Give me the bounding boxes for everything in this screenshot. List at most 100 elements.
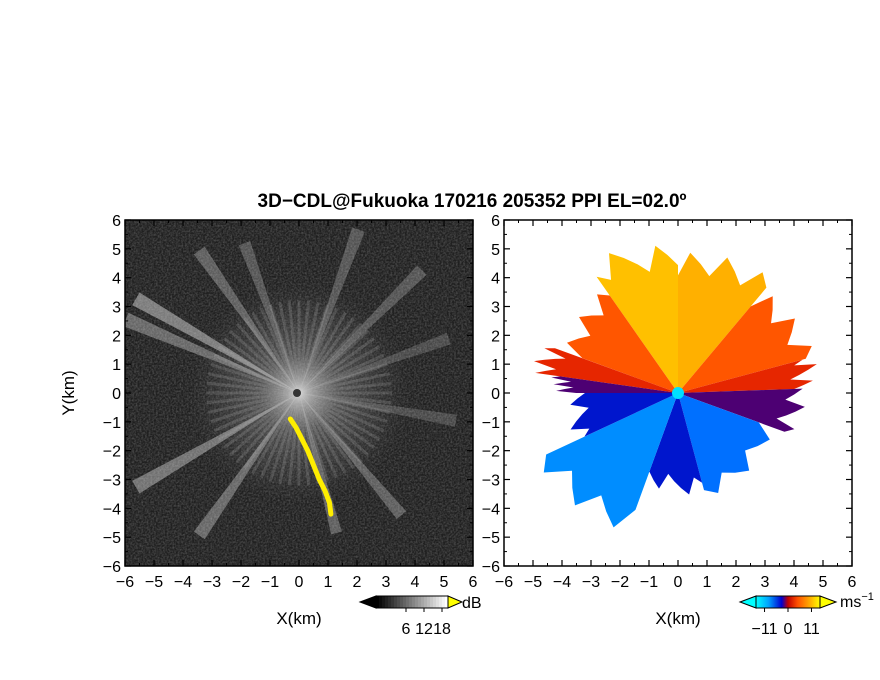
velocity-ytick-label: 2 [491, 328, 500, 345]
velocity-xlabel: X(km) [655, 609, 700, 628]
snr-colorbar-segment [436, 596, 440, 608]
snr-colorbar-segment [391, 596, 395, 608]
velocity-xtick-label: 5 [819, 574, 828, 591]
velocity-xtick-label: −4 [553, 574, 571, 591]
snr-panel: −6−6 −5 −5 −4 −4 −3 −3 −2 −2 −1 −1 0 0 1 1 2 2 3 3 4 4 5 5 6 6 X… [59, 213, 478, 628]
velocity-ytick-label: 5 [491, 242, 500, 259]
snr-ytick-label: −2 [103, 444, 121, 461]
velocity-colorbar-high-arrow [819, 595, 838, 609]
velocity-sector [543, 393, 678, 528]
snr-colorbar-segment [418, 596, 422, 608]
snr-xtick-label: 2 [353, 574, 362, 591]
snr-colorbar-unit: dB [462, 595, 482, 612]
velocity-xtick-label: −2 [611, 574, 629, 591]
velocity-xtick-label: −6 [495, 574, 513, 591]
snr-ytick-label: 6 [112, 213, 121, 230]
snr-ytick-label: 2 [112, 328, 121, 345]
velocity-ytick-label: −6 [482, 559, 500, 576]
snr-xtick-label: −4 [174, 574, 192, 591]
velocity-axis-ticks: −6−6 −5 −5 −4 −4 −3 −3 −2 −2 −1 −1 0 0 1 1 2 2 3 3 4 4 5 5 6 6 [482, 213, 857, 591]
velocity-sector [570, 393, 678, 437]
snr-colorbar-segment [427, 596, 431, 608]
snr-colorbar-segment [409, 596, 413, 608]
velocity-xtick-label: 3 [761, 574, 770, 591]
snr-xtick-label: 0 [295, 574, 304, 591]
velocity-xtick-label: 0 [674, 574, 683, 591]
velocity-sector [678, 393, 770, 494]
lidar-site-left [293, 389, 301, 397]
velocity-panel: −6−6 −5 −5 −4 −4 −3 −3 −2 −2 −1 −1 0 0 1 1 2 2 3 3 4 4 5 5 6 6 X… [482, 213, 857, 628]
velocity-xtick-label: −3 [582, 574, 600, 591]
snr-xtick-label: 3 [382, 574, 391, 591]
velocity-xtick-label: 1 [703, 574, 712, 591]
snr-colorbar-segment [397, 596, 401, 608]
snr-ytick-label: 3 [112, 300, 121, 317]
velocity-sector [678, 359, 817, 393]
snr-ytick-label: −3 [103, 473, 121, 490]
snr-xtick-label: 6 [469, 574, 478, 591]
snr-colorbar-tick-label: 18 [433, 621, 451, 638]
snr-ytick-label: −4 [103, 501, 121, 518]
velocity-xtick-label: −1 [640, 574, 658, 591]
snr-colorbar-segment [442, 596, 446, 608]
velocity-colorbar-low-arrow [738, 595, 757, 609]
snr-colorbar-low-arrow [358, 595, 377, 609]
snr-colorbar-segment [394, 596, 398, 608]
velocity-ytick-label: 6 [491, 213, 500, 230]
velocity-sector [596, 245, 678, 393]
snr-colorbar-segment [376, 596, 380, 608]
velocity-xtick-label: 4 [790, 574, 799, 591]
velocity-colorbar-unit: ms−1 [840, 591, 874, 611]
velocity-colorbar-tick-label: −11 [752, 621, 778, 638]
velocity-ytick-label: 3 [491, 300, 500, 317]
snr-high-echo [287, 416, 334, 517]
snr-colorbar-segment [385, 596, 389, 608]
velocity-ytick-label: −1 [482, 415, 500, 432]
velocity-ytick-label: −3 [482, 473, 500, 490]
velocity-sector [649, 393, 703, 495]
snr-xtick-label: −1 [261, 574, 279, 591]
snr-ytick-label: 5 [112, 242, 121, 259]
snr-xtick-label: −6 [116, 574, 134, 591]
snr-xlabel: X(km) [276, 609, 321, 628]
snr-ylabel: Y(km) [59, 370, 78, 415]
snr-colorbar-tick-label: 6 [402, 621, 411, 638]
velocity-colorbar-tick-label: 11 [803, 621, 820, 638]
snr-colorbar-segment [433, 596, 437, 608]
snr-colorbar-segment [388, 596, 392, 608]
snr-xtick-label: 1 [324, 574, 333, 591]
snr-ytick-label: 4 [112, 271, 121, 288]
velocity-ytick-label: −5 [482, 530, 500, 547]
snr-xtick-label: 5 [440, 574, 449, 591]
snr-ytick-label: −6 [103, 559, 121, 576]
velocity-ytick-label: 4 [491, 271, 500, 288]
velocity-ytick-label: −2 [482, 444, 500, 461]
velocity-xtick-label: 6 [848, 574, 857, 591]
snr-xtick-label: 4 [411, 574, 420, 591]
snr-ytick-label: 1 [112, 357, 121, 374]
snr-colorbar: dB 6 12 18 [358, 595, 482, 638]
lidar-site-right [672, 387, 684, 399]
snr-ytick-label: −5 [103, 530, 121, 547]
snr-ytick-label: 0 [112, 386, 121, 403]
snr-colorbar-tick-label: 12 [415, 621, 433, 638]
velocity-sector [678, 252, 767, 393]
snr-colorbar-high-arrow [447, 595, 464, 609]
velocity-sector [566, 294, 678, 393]
snr-axis-ticks: −6−6 −5 −5 −4 −4 −3 −3 −2 −2 −1 −1 0 0 1 1 2 2 3 3 4 4 5 5 6 6 [103, 213, 478, 591]
snr-xtick-label: −2 [232, 574, 250, 591]
velocity-colorbar-bar [755, 595, 821, 609]
velocity-sector [551, 376, 678, 393]
velocity-xtick-label: −5 [524, 574, 542, 591]
velocity-ytick-label: −4 [482, 501, 500, 518]
snr-ytick-label: −1 [103, 415, 121, 432]
snr-colorbar-segment [412, 596, 416, 608]
snr-colorbar-segment [445, 596, 449, 608]
snr-colorbar-segment [382, 596, 386, 608]
velocity-sector [534, 348, 678, 393]
velocity-ytick-label: 0 [491, 386, 500, 403]
velocity-colorbar-tick-label: 0 [784, 621, 793, 638]
velocity-sectors [534, 245, 817, 528]
snr-colorbar-segment [421, 596, 425, 608]
